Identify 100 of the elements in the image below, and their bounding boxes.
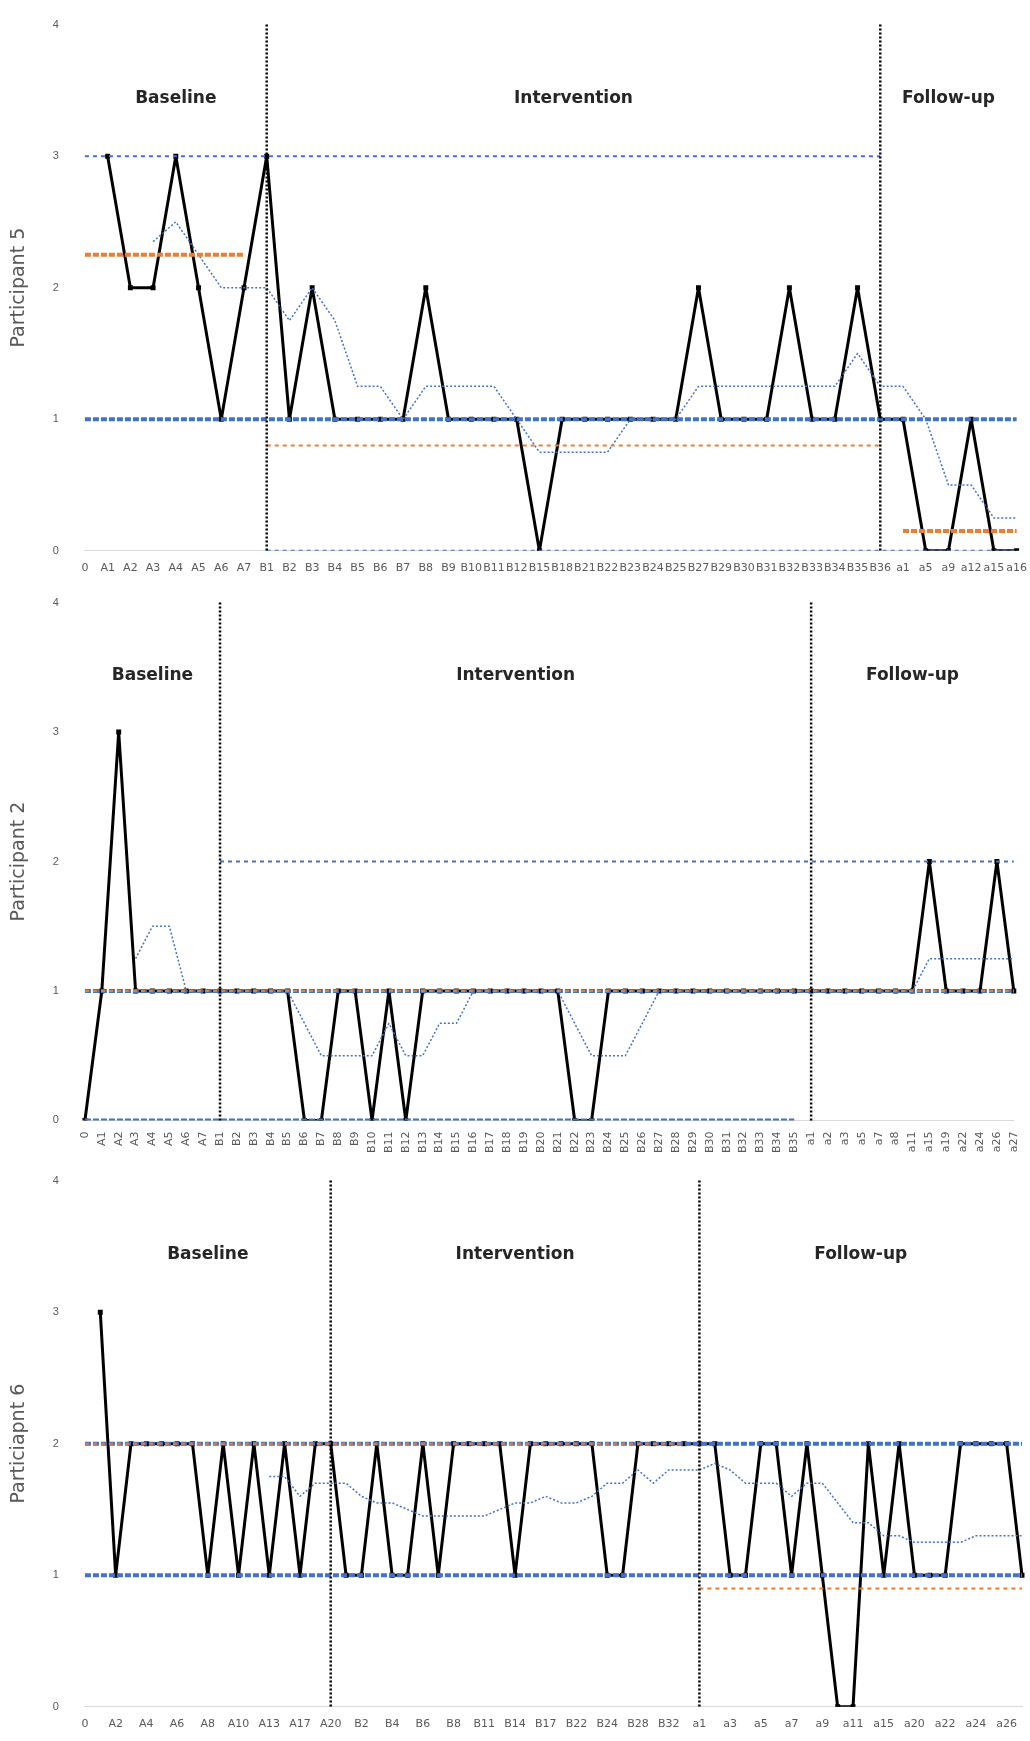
x-tick-label: A2 — [108, 1717, 123, 1731]
x-tick-label: B5 — [350, 561, 365, 575]
x-tick-label: A6 — [169, 1717, 185, 1731]
x-tick-label: B22 — [565, 1717, 588, 1731]
x-tick-label: B32 — [657, 1717, 680, 1731]
x-tick-label: B8 — [331, 1131, 345, 1146]
x-tick-label: A6 — [214, 561, 229, 575]
annotation: Baseline — [135, 86, 217, 107]
x-tick-label: B19 — [516, 1131, 530, 1153]
y-tick-label: 3 — [52, 1305, 59, 1318]
x-tick-label: B4 — [327, 561, 343, 575]
x-tick-label: B3 — [246, 1131, 260, 1146]
x-tick-label: B26 — [635, 1131, 649, 1153]
x-tick-label: B7 — [314, 1131, 328, 1146]
x-tick-label: A4 — [145, 1131, 159, 1146]
x-tick-label: B34 — [770, 1131, 784, 1153]
x-tick-label: a22 — [955, 1131, 969, 1153]
x-tick-label: B1 — [212, 1131, 226, 1146]
x-tick-label: a8 — [888, 1131, 902, 1146]
x-tick-label: B1 — [259, 561, 274, 575]
x-tick-label: B33 — [801, 561, 823, 575]
x-tick-label: a27 — [1006, 1131, 1020, 1153]
x-tick-label: a15 — [873, 1717, 895, 1731]
x-tick-label: B9 — [441, 561, 456, 575]
y-axis-title: Participant 5 — [6, 227, 29, 348]
x-tick-label: B32 — [736, 1131, 750, 1153]
x-tick-label: a5 — [918, 561, 933, 575]
x-tick-label: a24 — [972, 1131, 986, 1153]
x-tick-label: A20 — [319, 1717, 342, 1731]
x-tick-label: a26 — [989, 1131, 1003, 1153]
x-tick-label: B25 — [664, 561, 687, 575]
annotation: Intervention — [456, 663, 576, 684]
x-tick-label: a7 — [784, 1717, 799, 1731]
x-tick-label: B32 — [778, 561, 801, 575]
y-tick-label: 2 — [52, 854, 59, 867]
x-tick-label: A3 — [145, 561, 161, 575]
x-tick-label: B11 — [483, 561, 505, 575]
x-tick-label: B22 — [567, 1131, 581, 1153]
x-tick-label: B14 — [432, 1131, 446, 1153]
x-tick-label: B18 — [500, 1131, 513, 1153]
y-tick-label: 4 — [52, 1173, 59, 1186]
x-tick-label: B30 — [733, 561, 755, 575]
x-tick-label: B24 — [601, 1131, 615, 1153]
x-tick-label: a11 — [842, 1717, 864, 1731]
x-tick-label: B11 — [473, 1717, 496, 1731]
x-tick-label: B23 — [584, 1131, 598, 1153]
x-tick-label: B29 — [685, 1131, 699, 1153]
x-tick-label: 0 — [77, 1131, 91, 1139]
x-tick-label: A5 — [162, 1131, 176, 1146]
x-tick-label: a19 — [939, 1131, 953, 1153]
x-tick-label: a5 — [854, 1131, 868, 1146]
x-tick-label: A6 — [179, 1131, 193, 1146]
x-tick-label: B17 — [535, 1717, 557, 1731]
x-tick-label: a24 — [965, 1717, 987, 1731]
x-tick-label: a3 — [723, 1717, 737, 1731]
x-tick-label: B13 — [415, 1131, 429, 1153]
x-tick-label: a9 — [815, 1717, 830, 1731]
x-tick-label: B9 — [348, 1131, 361, 1146]
x-tick-label: B6 — [415, 1717, 431, 1731]
annotation: Baseline — [167, 1242, 249, 1263]
x-tick-label: B12 — [398, 1131, 412, 1153]
x-tick-label: B4 — [384, 1717, 400, 1731]
x-tick-label: A1 — [94, 1131, 108, 1146]
x-tick-label: A3 — [128, 1131, 142, 1146]
x-tick-label: a9 — [941, 561, 956, 575]
x-tick-label: A1 — [100, 561, 115, 575]
x-tick-label: B3 — [304, 561, 320, 575]
x-tick-label: B12 — [505, 561, 528, 575]
annotation: Intervention — [514, 86, 633, 107]
x-tick-label: B29 — [710, 561, 732, 575]
x-tick-label: B5 — [280, 1131, 294, 1146]
x-tick-label: B18 — [551, 561, 573, 575]
y-tick-label: 1 — [52, 1568, 59, 1581]
x-tick-label: B30 — [702, 1131, 716, 1153]
x-tick-label: B23 — [619, 561, 642, 575]
x-tick-label: B24 — [596, 1717, 618, 1731]
x-tick-label: B31 — [755, 561, 778, 575]
x-tick-label: A13 — [258, 1717, 281, 1731]
annotation: Baseline — [111, 663, 194, 684]
x-tick-label: A10 — [227, 1717, 250, 1731]
x-tick-label: B8 — [446, 1717, 461, 1731]
x-tick-label: B6 — [297, 1131, 311, 1146]
annotation: Follow-up — [814, 1242, 908, 1263]
x-tick-label: B31 — [719, 1131, 733, 1153]
x-tick-label: B27 — [687, 561, 710, 575]
x-tick-label: A8 — [200, 1717, 216, 1731]
x-tick-label: B2 — [282, 561, 297, 575]
annotation: Follow-up — [865, 663, 959, 684]
x-tick-label: B24 — [642, 561, 664, 575]
annotation: Follow-up — [901, 86, 995, 107]
x-tick-label: a12 — [960, 561, 982, 575]
y-tick-label: 3 — [52, 725, 59, 738]
x-tick-label: B17 — [483, 1131, 497, 1153]
x-tick-label: B16 — [466, 1131, 480, 1153]
x-tick-label: B28 — [627, 1717, 649, 1731]
x-tick-label: a11 — [905, 1131, 919, 1153]
y-axis-title: Participant 2 — [6, 801, 29, 922]
y-tick-label: 1 — [52, 412, 59, 425]
y-tick-label: 0 — [52, 543, 59, 556]
x-tick-label: B15 — [449, 1131, 463, 1153]
